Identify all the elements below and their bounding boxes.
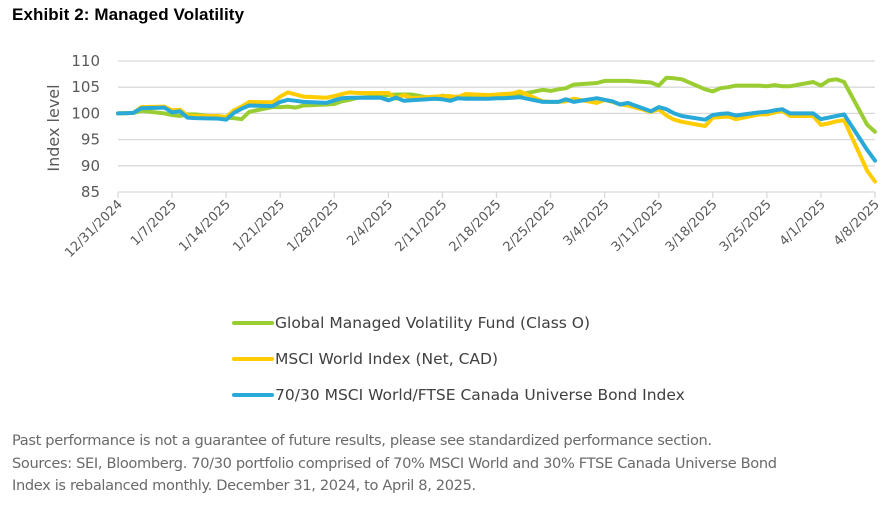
series-line-blend — [116, 95, 877, 163]
x-tick-label: 3/11/2025 — [609, 197, 667, 255]
x-tick-label: 3/4/2025 — [561, 197, 613, 249]
y-tick-label: 100 — [71, 104, 100, 122]
x-tick-label: 2/11/2025 — [393, 197, 451, 255]
x-tick-label: 1/28/2025 — [284, 197, 342, 255]
x-tick-label: 4/1/2025 — [777, 197, 829, 249]
legend-swatch-msci — [232, 357, 274, 361]
x-tick-label: 2/25/2025 — [501, 197, 559, 255]
legend-item-blend: 70/30 MSCI World/FTSE Canada Universe Bo… — [232, 377, 685, 413]
y-axis-title: Index level — [44, 84, 63, 171]
footnote-period: Index is rebalanced monthly. December 31… — [12, 477, 476, 494]
x-tick-label: 2/18/2025 — [447, 197, 505, 255]
series-line-msci — [116, 89, 877, 184]
legend-label-msci: MSCI World Index (Net, CAD) — [275, 350, 498, 368]
legend-label-fund: Global Managed Volatility Fund (Class O) — [275, 314, 591, 332]
line-chart: 85 90 95 100 105 110 12/31/2024 1/7/20251/14/2… — [44, 52, 883, 261]
legend-swatch-fund — [232, 321, 274, 325]
x-tick-label: 12/31/2024 — [62, 197, 126, 261]
y-tick-label: 95 — [81, 131, 100, 149]
legend-item-msci: MSCI World Index (Net, CAD) — [232, 341, 685, 377]
x-axis-tick-labels: 12/31/2024 1/7/20251/14/20251/21/20251/28… — [62, 197, 883, 261]
x-axis — [117, 191, 876, 198]
footnote-sources: Sources: SEI, Bloomberg. 70/30 portfolio… — [12, 454, 777, 472]
footnote-disclaimer: Past performance is not a guarantee of f… — [12, 432, 712, 449]
legend-label-blend: 70/30 MSCI World/FTSE Canada Universe Bo… — [275, 386, 685, 404]
legend-item-fund: Global Managed Volatility Fund (Class O) — [232, 305, 685, 341]
x-tick-label: 2/4/2025 — [344, 197, 396, 249]
footnote: Past performance is not a guarantee of f… — [12, 430, 892, 498]
y-tick-label: 110 — [71, 52, 100, 70]
series-lines — [116, 75, 877, 184]
y-tick-label: 90 — [81, 157, 100, 175]
y-tick-label: 85 — [81, 183, 100, 201]
legend: Global Managed Volatility Fund (Class O)… — [232, 305, 685, 413]
x-tick-label: 3/25/2025 — [717, 197, 775, 255]
legend-swatch-blend — [232, 393, 274, 397]
x-tick-label: 4/8/2025 — [831, 197, 883, 249]
y-axis-ticks: 85 90 95 100 105 110 — [71, 52, 100, 201]
exhibit-title: Exhibit 2: Managed Volatility — [12, 5, 245, 24]
x-tick-label: 1/21/2025 — [230, 197, 288, 255]
x-tick-label: 1/14/2025 — [176, 197, 234, 255]
x-tick-label: 1/7/2025 — [128, 197, 180, 249]
series-line-fund — [116, 75, 877, 134]
y-tick-label: 105 — [71, 78, 100, 96]
x-tick-label: 3/18/2025 — [663, 197, 721, 255]
